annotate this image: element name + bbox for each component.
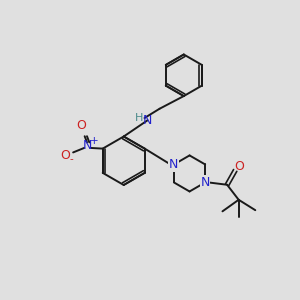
- Text: O: O: [61, 149, 70, 162]
- Text: O: O: [234, 160, 244, 173]
- Text: H: H: [135, 113, 143, 124]
- Text: N: N: [169, 158, 178, 171]
- Text: -: -: [70, 154, 74, 164]
- Text: N: N: [143, 114, 152, 127]
- Text: N: N: [200, 176, 210, 189]
- Text: O: O: [76, 119, 86, 132]
- Text: +: +: [90, 136, 98, 146]
- Text: N: N: [82, 139, 92, 152]
